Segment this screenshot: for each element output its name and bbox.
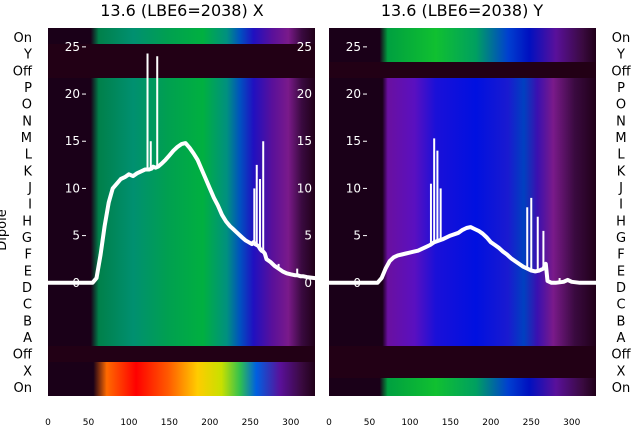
y-tick-label-right: 0: [304, 276, 312, 290]
y-tick-label-right: 15: [297, 134, 312, 148]
y-tick-label-right: 10: [297, 181, 312, 195]
dipole-label: B: [23, 314, 32, 329]
x-tick-label: 200: [201, 418, 218, 428]
dipole-label: D: [616, 281, 626, 296]
x-tick-label: 200: [482, 418, 499, 428]
panel-x-title: 13.6 (LBE6=2038) X: [100, 1, 264, 20]
y-tick-label-right: 20: [297, 87, 312, 101]
dipole-label: X: [617, 364, 626, 379]
x-ticks-y: 0 50 100 150 200 250 300: [326, 418, 580, 428]
x-tick-label: 250: [242, 418, 259, 428]
dipole-label: P: [617, 81, 625, 96]
dipole-label: Off: [611, 64, 631, 79]
series-x: [46, 53, 317, 285]
dipole-label: F: [25, 248, 32, 263]
dipole-label: K: [617, 164, 626, 179]
x-tick-label: 150: [442, 418, 459, 428]
dipole-label: On: [14, 381, 32, 396]
ylabel-x: Dipole: [0, 209, 10, 250]
dipole-label: G: [22, 231, 32, 246]
panel-y: 13.6 (LBE6=2038) Y 0 5 10 15 20 25 0 50 100 150 2…: [326, 1, 631, 428]
dipole-label: H: [22, 214, 32, 229]
x-tick-label: 150: [161, 418, 178, 428]
x-tick-label: 50: [83, 418, 95, 428]
dipole-label: C: [23, 298, 32, 313]
x-ticks-x: 0 50 100 150 200 250 300: [45, 418, 299, 428]
dipole-label: On: [612, 31, 630, 46]
dipole-label: N: [22, 114, 32, 129]
heatmap-y-lower-band: [329, 378, 596, 396]
heatmap-y-upper-band: [329, 28, 596, 62]
dipole-label: K: [23, 164, 32, 179]
heatmap-x-lower-band: [48, 362, 315, 396]
panel-x: 13.6 (LBE6=2038) X Dipole 0 0 5 5 10 10 15 15 20…: [0, 1, 317, 428]
y-tick-label-right: 5: [304, 229, 312, 243]
dipole-label: F: [617, 248, 624, 263]
x-tick-label: 250: [523, 418, 540, 428]
dipole-label: On: [14, 31, 32, 46]
x-tick-label: 100: [120, 418, 137, 428]
dipole-label: M: [21, 131, 32, 146]
panel-y-title: 13.6 (LBE6=2038) Y: [381, 1, 544, 20]
dipole-label: On: [612, 381, 630, 396]
dipole-label: Y: [616, 48, 625, 63]
x-tick-label: 300: [563, 418, 580, 428]
y-tick-label-right: 25: [297, 40, 312, 54]
dipole-label: D: [22, 281, 32, 296]
dipole-label: Off: [13, 64, 33, 79]
dipole-label: N: [616, 114, 626, 129]
dipole-label: J: [618, 181, 623, 196]
y-tick-label: 25: [346, 40, 361, 54]
dipole-label: J: [27, 181, 32, 196]
y-tick-label: 15: [346, 134, 361, 148]
dipole-label: I: [28, 198, 32, 213]
heatmap-x-upper-band: [48, 28, 315, 44]
x-tick-label: 0: [326, 418, 332, 428]
y-tick-label: 5: [353, 229, 361, 243]
dipole-label: A: [617, 331, 626, 346]
y-tick-label: 25: [65, 40, 80, 54]
x-tick-label: 50: [364, 418, 376, 428]
y-tick-label: 10: [346, 181, 361, 195]
dipole-label: E: [24, 264, 32, 279]
dipole-label: X: [23, 364, 32, 379]
dipole-label: Off: [13, 348, 33, 363]
dipole-label: M: [615, 131, 626, 146]
dipole-label: E: [617, 264, 625, 279]
dipole-label: B: [617, 314, 626, 329]
x-tick-label: 0: [45, 418, 51, 428]
dipole-label: L: [617, 148, 625, 163]
dipole-label: G: [616, 231, 626, 246]
y-tick-label: 20: [65, 87, 80, 101]
dipole-label: C: [616, 298, 625, 313]
y-tick-label: 20: [346, 87, 361, 101]
y-tick-label: 10: [65, 181, 80, 195]
series-line: [46, 141, 317, 285]
dipole-label: P: [24, 81, 32, 96]
series-line: [327, 225, 598, 285]
x-tick-label: 300: [282, 418, 299, 428]
y-tick-label: 15: [65, 134, 80, 148]
dipole-label: O: [616, 98, 626, 113]
dipole-label: Y: [23, 48, 32, 63]
dipole-label: H: [616, 214, 626, 229]
dipole-label: Off: [611, 348, 631, 363]
dipole-label: I: [619, 198, 623, 213]
heatmap-y-main-region: [329, 78, 596, 346]
x-tick-label: 100: [401, 418, 418, 428]
dipole-label: A: [23, 331, 32, 346]
dipole-label: L: [25, 148, 33, 163]
y-tick-label: 5: [72, 229, 80, 243]
dipole-label: O: [22, 98, 32, 113]
heatmap-x-main-region: [48, 78, 315, 346]
series-y: [327, 138, 598, 285]
